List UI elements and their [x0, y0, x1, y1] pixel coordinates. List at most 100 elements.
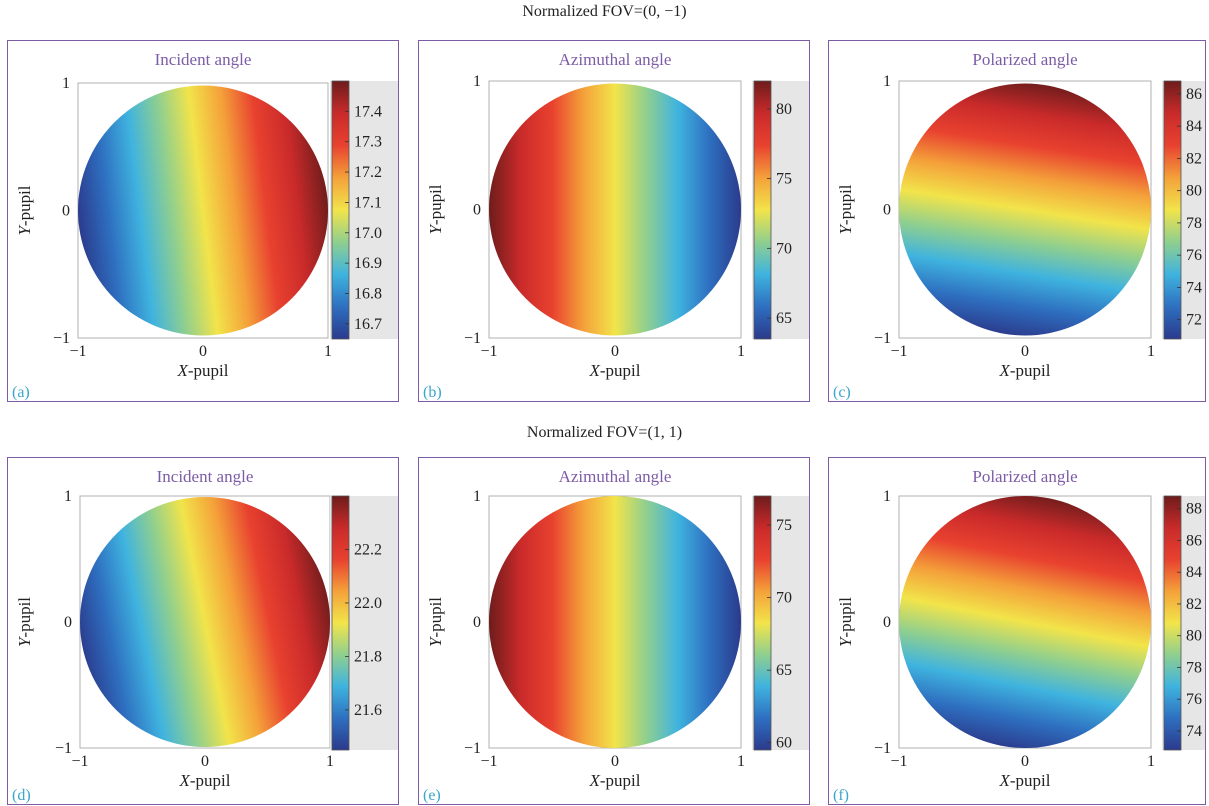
x-tick-label: −1 — [890, 343, 907, 360]
panel-label: (b) — [423, 384, 442, 401]
x-tick-label: 0 — [199, 343, 207, 360]
y-tick-label: 1 — [473, 73, 481, 90]
y-tick-label: −1 — [53, 330, 70, 347]
y-tick-label: −1 — [55, 740, 72, 757]
panel-a: Incident angle −1 0 1 −1 0 1 X-pupil Y-pupil 16.7… — [7, 40, 399, 402]
colorbar-tick-label: 75 — [776, 517, 792, 534]
x-axis-label: X-pupil — [179, 771, 231, 790]
y-tick-label: 0 — [64, 614, 72, 631]
panel-e: Azimuthal angle −1 0 1 −1 0 1 X-pupil Y-pupil 60 6… — [418, 457, 810, 805]
colorbar-tick-label: 80 — [1186, 183, 1202, 200]
panel-c: Polarized angle −1 0 1 −1 0 1 X-pupil Y-pupil 72 7… — [828, 40, 1206, 402]
colorbar-tick-label: 22.2 — [354, 541, 382, 558]
pupil-heatmap — [489, 83, 741, 336]
y-tick-label: 0 — [883, 202, 891, 219]
chart-title: Azimuthal angle — [559, 467, 672, 486]
colorbar-tick-label: 86 — [1186, 86, 1202, 103]
x-axis-label: X-pupil — [999, 361, 1051, 380]
chart-panel-f: Polarized angle −1 0 1 −1 0 1 X-pupil Y-pupil 74 7… — [833, 467, 1205, 804]
x-tick-label: 1 — [326, 753, 334, 770]
row-title-top: Normalized FOV=(0, −1) — [522, 3, 687, 20]
x-axis-label: X-pupil — [999, 771, 1051, 790]
chart-panel-a: Incident angle −1 0 1 −1 0 1 X-pupil Y-pupil 16.7… — [12, 50, 398, 401]
chart-title: Azimuthal angle — [559, 50, 672, 69]
colorbar-tick-label: 76 — [1186, 247, 1202, 264]
colorbar-tick-label: 88 — [1186, 501, 1202, 518]
colorbar-tick-label: 16.8 — [354, 285, 382, 302]
y-tick-label: 0 — [473, 202, 481, 219]
colorbar-tick-label: 21.8 — [354, 648, 382, 665]
x-tick-label: 1 — [737, 343, 745, 360]
y-axis-label: Y-pupil — [15, 597, 34, 647]
x-tick-label: 0 — [1021, 753, 1029, 770]
panel-d: Incident angle −1 0 1 −1 0 1 X-pupil Y-pupil 21.6… — [7, 457, 399, 805]
colorbar-tick-label: 76 — [1186, 691, 1202, 708]
y-tick-label: 1 — [883, 488, 891, 505]
x-axis-label: X-pupil — [177, 361, 229, 380]
colorbar-tick-label: 70 — [776, 240, 792, 257]
x-tick-label: 1 — [324, 343, 332, 360]
colorbar-tick-label: 17.1 — [354, 194, 382, 211]
panel-label: (a) — [12, 384, 30, 401]
y-tick-label: −1 — [874, 330, 891, 347]
panel-label: (f) — [833, 787, 849, 804]
colorbar-tick-label: 17.3 — [354, 134, 382, 151]
colorbar-tick-label: 72 — [1186, 312, 1202, 329]
y-axis-label: Y-pupil — [15, 185, 34, 235]
colorbar-tick-label: 80 — [1186, 628, 1202, 645]
x-tick-label: −1 — [71, 753, 88, 770]
colorbar-tick-label: 17.2 — [354, 164, 382, 181]
panel-f: Polarized angle −1 0 1 −1 0 1 X-pupil Y-pupil 74 7… — [828, 457, 1206, 805]
panel-b: Azimuthal angle −1 0 1 −1 0 1 X-pupil Y-pupil 65 7… — [418, 40, 810, 402]
colorbar-tick-label: 75 — [776, 171, 792, 188]
colorbar-tick-label: 74 — [1186, 279, 1202, 296]
x-tick-label: 0 — [611, 753, 619, 770]
chart-title: Polarized angle — [972, 467, 1077, 486]
x-axis-label: X-pupil — [589, 771, 641, 790]
x-tick-label: −1 — [69, 343, 86, 360]
colorbar-tick-label: 74 — [1186, 723, 1202, 740]
colorbar-tick-label: 65 — [776, 310, 792, 327]
x-tick-label: 0 — [201, 753, 209, 770]
y-tick-label: 0 — [62, 203, 70, 220]
colorbar-tick-label: 78 — [1186, 659, 1202, 676]
y-tick-label: 1 — [473, 488, 481, 505]
y-tick-label: −1 — [464, 330, 481, 347]
colorbar-tick-label: 17.0 — [354, 225, 382, 242]
y-tick-label: −1 — [874, 740, 891, 757]
colorbar-tick-label: 65 — [776, 662, 792, 679]
chart-panel-b: Azimuthal angle −1 0 1 −1 0 1 X-pupil Y-pupil 65 7… — [423, 50, 809, 401]
chart-title: Polarized angle — [972, 50, 1077, 69]
colorbar — [1163, 495, 1182, 751]
pupil-heatmap — [899, 83, 1151, 336]
colorbar-tick-label: 17.4 — [354, 103, 382, 120]
x-tick-label: −1 — [480, 753, 497, 770]
y-axis-label: Y-pupil — [426, 184, 445, 234]
pupil-heatmap — [899, 496, 1151, 748]
colorbar-tick-label: 78 — [1186, 215, 1202, 232]
chart-title: Incident angle — [155, 50, 252, 69]
colorbar-tick-label: 86 — [1186, 532, 1202, 549]
pupil-heatmap — [80, 497, 330, 747]
y-tick-label: 0 — [883, 614, 891, 631]
colorbar-tick-label: 80 — [776, 101, 792, 118]
x-tick-label: 0 — [611, 343, 619, 360]
y-axis-label: Y-pupil — [426, 597, 445, 647]
x-tick-label: 1 — [1147, 753, 1155, 770]
x-tick-label: −1 — [890, 753, 907, 770]
colorbar-tick-label: 21.6 — [354, 702, 382, 719]
chart-title: Incident angle — [157, 467, 254, 486]
colorbar-tick-label: 16.7 — [354, 316, 382, 333]
row-title-bottom: Normalized FOV=(1, 1) — [526, 424, 683, 441]
colorbar-tick-label: 22.0 — [354, 595, 382, 612]
panel-label: (c) — [833, 384, 851, 401]
colorbar — [753, 495, 772, 751]
colorbar-tick-label: 82 — [1186, 596, 1202, 613]
chart-panel-e: Azimuthal angle −1 0 1 −1 0 1 X-pupil Y-pupil 60 6… — [423, 467, 809, 804]
x-tick-label: 1 — [1147, 343, 1155, 360]
y-tick-label: 0 — [473, 614, 481, 631]
y-tick-label: 1 — [883, 73, 891, 90]
panel-label: (e) — [423, 787, 441, 804]
colorbar-tick-label: 16.9 — [354, 255, 382, 272]
colorbar — [753, 80, 772, 340]
